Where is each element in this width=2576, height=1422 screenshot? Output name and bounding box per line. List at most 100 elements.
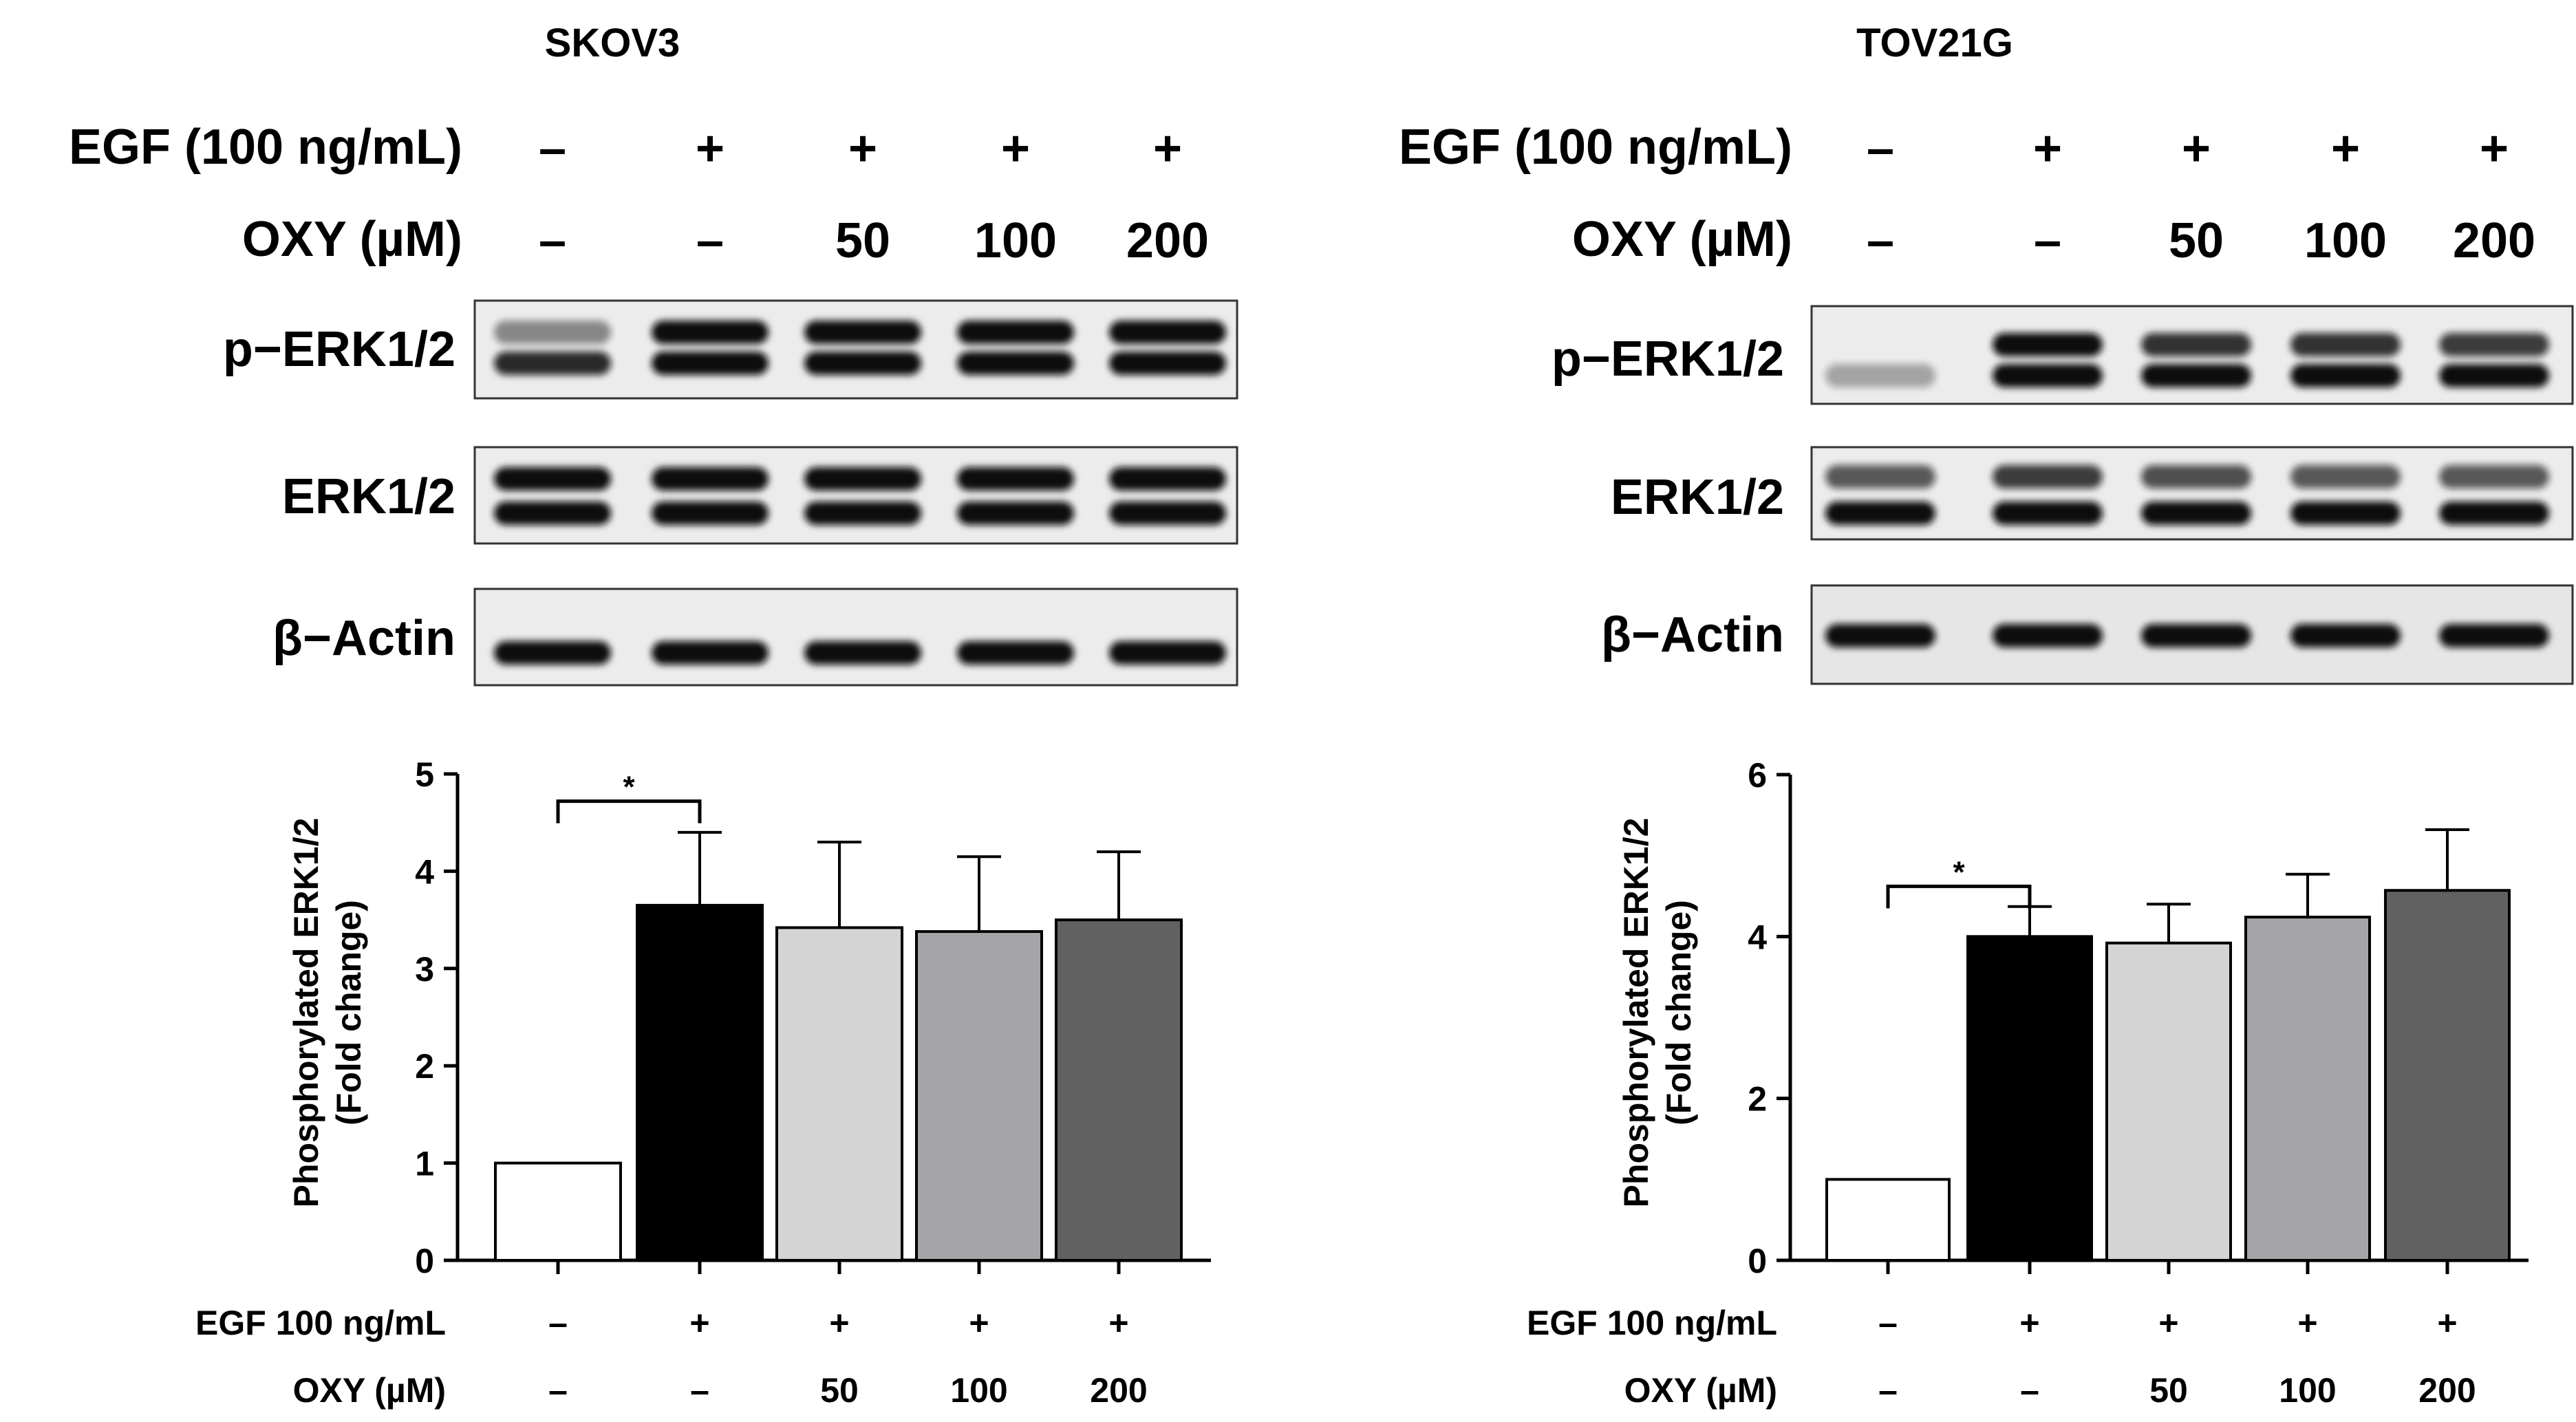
treatment-label: EGF (100 ng/mL)	[1399, 120, 1792, 175]
blot-band	[652, 352, 769, 375]
blot-frame	[473, 446, 1238, 545]
blot-label: p−ERK1/2	[223, 322, 455, 377]
y-tick-label: 2	[1748, 1080, 1767, 1119]
x-row-value: 100	[950, 1371, 1007, 1410]
blot-band	[2290, 502, 2401, 525]
treatment-value: +	[1153, 121, 1182, 176]
treatment-value: 200	[1126, 213, 1209, 268]
x-row-value: 200	[2418, 1371, 2476, 1410]
treatment-value: +	[2182, 121, 2211, 176]
treatment-label: OXY (µM)	[1572, 212, 1792, 267]
x-row-label: EGF 100 ng/mL	[195, 1304, 446, 1342]
y-axis-label-line2: (Fold change)	[330, 900, 368, 1125]
blot-band	[1993, 333, 2103, 356]
blot-band	[804, 321, 921, 344]
blot-band	[2141, 364, 2251, 387]
blot-band	[1825, 624, 1935, 647]
y-tick-label: 5	[415, 755, 434, 794]
bar	[1966, 935, 2093, 1262]
bar	[2384, 889, 2511, 1262]
treatment-value: 100	[974, 213, 1057, 268]
blot-2	[473, 588, 1238, 687]
x-row-value: +	[2158, 1304, 2178, 1342]
x-row-value: –	[690, 1371, 709, 1410]
blot-band	[957, 502, 1074, 525]
x-row-value: –	[548, 1371, 568, 1410]
x-row-value: 100	[2279, 1371, 2336, 1410]
x-row-value: +	[689, 1304, 709, 1342]
blot-band	[2439, 364, 2549, 387]
x-row-value: 200	[1090, 1371, 1147, 1410]
y-tick-label: 4	[1748, 918, 1767, 956]
y-axis-label: Phosphorylated ERK1/2 (Fold change)	[287, 818, 368, 1208]
blot-band	[494, 352, 611, 375]
blot-band	[2290, 624, 2401, 647]
x-row-value: –	[548, 1304, 568, 1342]
x-row-value: 50	[820, 1371, 859, 1410]
y-tick-label: 4	[415, 852, 434, 891]
x-row-value: +	[2437, 1304, 2457, 1342]
blot-0	[473, 299, 1238, 400]
treatment-value: –	[539, 121, 566, 176]
y-axis-label-line1: Phosphorylated ERK1/2	[287, 818, 325, 1208]
y-axis-label-line1: Phosphorylated ERK1/2	[1617, 818, 1655, 1208]
treatment-value: –	[1867, 121, 1894, 176]
blot-frame	[1810, 446, 2574, 541]
treatment-value: –	[2034, 213, 2061, 268]
blot-band	[1825, 364, 1935, 387]
blot-band	[804, 502, 921, 525]
panel-title: TOV21G	[1856, 21, 2013, 65]
significance-star: *	[1953, 855, 1965, 889]
blot-band	[1109, 321, 1226, 344]
blot-band	[2141, 502, 2251, 525]
x-row-value: +	[829, 1304, 849, 1342]
bar-chart: 0 1 2 3 4 5 Phosphorylated ERK1/2 (Fold change)…	[195, 755, 1211, 1410]
blot-band	[494, 321, 611, 344]
blot-band	[957, 467, 1074, 491]
x-row-value: +	[2019, 1304, 2039, 1342]
blot-band	[804, 352, 921, 375]
treatment-value: +	[2480, 121, 2509, 176]
blot-2	[1810, 584, 2574, 685]
x-row-value: –	[1878, 1304, 1898, 1342]
y-tick-label: 1	[415, 1145, 434, 1183]
y-tick-label: 3	[415, 950, 434, 989]
y-tick-label: 0	[415, 1242, 434, 1280]
bar-chart: 0 2 4 6 Phosphorylated ERK1/2 (Fold change) * E…	[1527, 756, 2529, 1410]
treatment-value: 50	[2169, 213, 2224, 268]
blot-band	[652, 502, 769, 525]
bar	[915, 930, 1043, 1262]
treatment-value: +	[848, 121, 877, 176]
y-axis-label-line2: (Fold change)	[1660, 900, 1698, 1125]
blot-band	[1109, 502, 1226, 525]
treatment-value: 200	[2453, 213, 2535, 268]
blot-label: ERK1/2	[1611, 470, 1784, 525]
treatment-value: –	[539, 213, 566, 268]
x-row-value: +	[2297, 1304, 2317, 1342]
treatment-value: +	[2331, 121, 2360, 176]
treatment-value: +	[1001, 121, 1030, 176]
treatment-label: OXY (µM)	[242, 212, 462, 267]
y-tick-label: 2	[415, 1047, 434, 1086]
y-tick-label: 0	[1748, 1242, 1767, 1280]
treatment-value: 100	[2304, 213, 2387, 268]
blot-band	[2439, 333, 2549, 356]
significance-bracket	[1886, 884, 2032, 909]
x-row-label: OXY (µM)	[1624, 1371, 1777, 1410]
blot-band	[652, 321, 769, 344]
blot-band	[2439, 502, 2549, 525]
panel-title: SKOV3	[545, 21, 680, 65]
blot-band	[652, 641, 769, 665]
treatment-label: EGF (100 ng/mL)	[69, 120, 462, 175]
significance-bracket	[556, 799, 702, 823]
blot-frame	[473, 588, 1238, 687]
treatment-value: +	[2033, 121, 2062, 176]
significance-star: *	[623, 771, 635, 804]
blot-band	[1825, 502, 1935, 525]
blot-band	[957, 641, 1074, 665]
blot-label: β−Actin	[272, 611, 455, 666]
blot-1	[1810, 446, 2574, 541]
